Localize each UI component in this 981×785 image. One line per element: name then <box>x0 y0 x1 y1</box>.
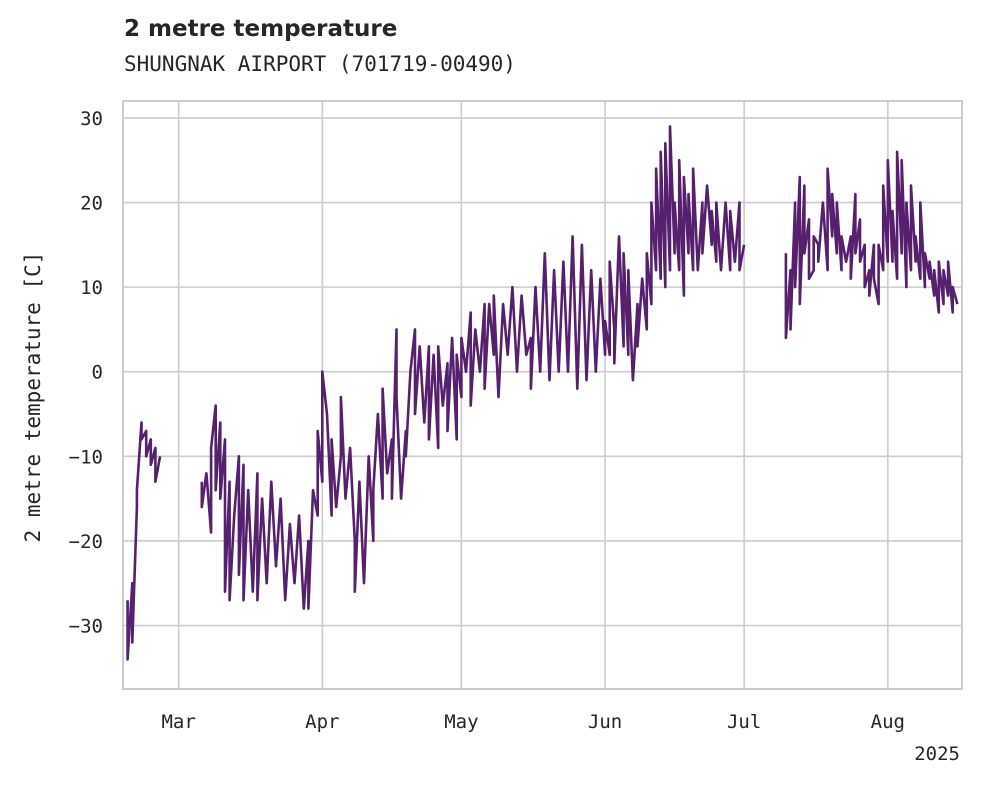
y-tick-label: 30 <box>80 108 103 130</box>
y-tick-label: 10 <box>80 277 103 299</box>
y-tick-label: −30 <box>69 616 103 638</box>
y-tick-label: 0 <box>92 362 103 384</box>
y-axis-label: 2 metre temperature [C] <box>21 252 45 543</box>
x-tick-label: Mar <box>161 711 195 733</box>
y-tick-label: 20 <box>80 193 103 215</box>
chart-title: 2 metre temperature <box>124 16 398 42</box>
x-tick-label: Apr <box>305 711 339 733</box>
y-tick-label: −10 <box>69 446 103 468</box>
x-tick-label: Jul <box>727 711 761 733</box>
grid <box>123 101 962 689</box>
series-layer <box>126 125 959 661</box>
x-tick-label: May <box>444 711 478 733</box>
tick-labels: −30 −20 −10 0 10 20 30 Mar Apr May Jun Jul Aug <box>69 108 905 733</box>
x-tick-label: Jun <box>588 711 622 733</box>
chart-subtitle: SHUNGNAK AIRPORT (701719-00490) <box>124 52 516 76</box>
year-label: 2025 <box>914 743 960 765</box>
plot-frame <box>122 100 963 690</box>
series-line <box>126 421 162 661</box>
series-line <box>200 125 746 610</box>
y-tick-label: −20 <box>69 531 103 553</box>
x-tick-label: Aug <box>871 711 905 733</box>
series-line <box>784 150 959 340</box>
